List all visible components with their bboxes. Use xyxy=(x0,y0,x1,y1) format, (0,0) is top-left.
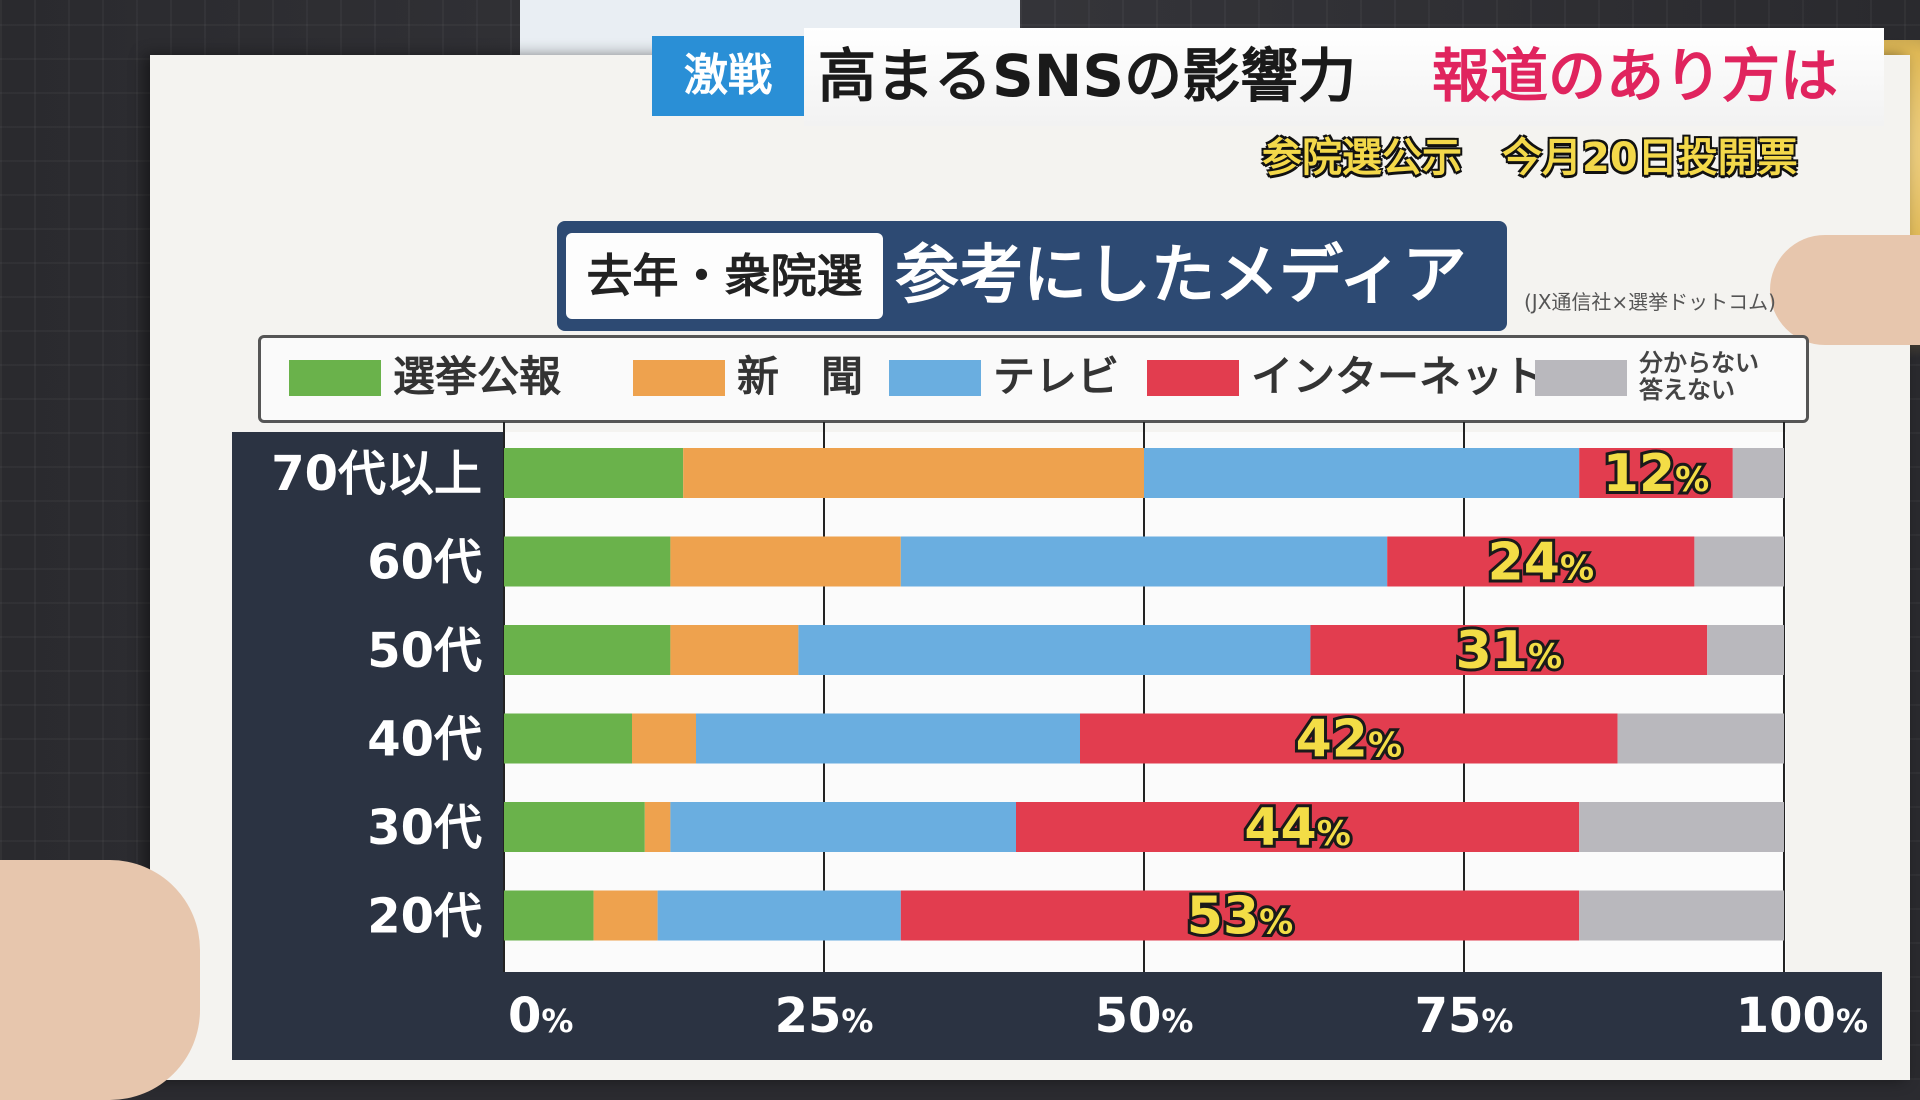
x-tick-suffix: % xyxy=(1481,1002,1513,1040)
data-label-suffix: % xyxy=(1528,637,1562,677)
chart-legend: 選挙公報 新 聞 テレビ インターネット 分からない 答えない xyxy=(258,335,1809,423)
legend-swatch xyxy=(1147,360,1239,396)
category-label: 50代 xyxy=(367,623,482,679)
bar-segment xyxy=(1579,448,1733,498)
bar-segment xyxy=(1387,536,1695,587)
legend-label: 新 聞 xyxy=(737,352,864,401)
chart-title-tag: 去年・衆院選 xyxy=(566,233,883,319)
topic-badge: 激戦 xyxy=(652,36,804,116)
data-label-suffix: % xyxy=(1259,903,1293,943)
category-label: 40代 xyxy=(367,712,482,768)
category-label: 70代以上 xyxy=(271,446,482,502)
bar-segment xyxy=(1579,890,1784,941)
bar-segment xyxy=(644,802,671,852)
legend-label: 選挙公報 xyxy=(393,352,562,401)
headline-accent: 報道のあり方は xyxy=(1432,42,1839,110)
bar-segment xyxy=(1707,625,1784,675)
legend-swatch xyxy=(289,360,381,396)
chart-title: 参考にしたメディア xyxy=(895,239,1467,313)
bar-segment xyxy=(1732,448,1784,498)
bar-segment xyxy=(696,713,1080,764)
bar-segment xyxy=(683,448,1144,498)
presenter-hand-right xyxy=(1770,235,1920,345)
bar-segment xyxy=(1016,802,1580,852)
bar-segment xyxy=(798,625,1311,675)
presenter-hand-left xyxy=(0,860,200,1100)
data-label-suffix: % xyxy=(1317,814,1351,854)
legend-swatch xyxy=(889,360,981,396)
bar-segment xyxy=(670,802,1016,852)
bar-segment xyxy=(657,890,901,941)
bar-segment xyxy=(504,448,684,498)
x-tick-suffix: % xyxy=(1161,1002,1193,1040)
legend-swatch xyxy=(1535,360,1627,396)
bar-segment xyxy=(1694,536,1784,587)
bar-segment xyxy=(1080,713,1618,764)
x-tick-suffix: % xyxy=(541,1002,573,1040)
bar-segment xyxy=(670,536,901,587)
category-label: 20代 xyxy=(367,889,482,945)
data-label: 53% xyxy=(1187,887,1293,947)
legend-swatch xyxy=(633,360,725,396)
bar-segment xyxy=(504,625,671,675)
category-label: 30代 xyxy=(367,800,482,856)
sub-caption: 参院選公示 今月20日投開票 xyxy=(1262,135,1798,181)
category-axis-panel xyxy=(232,432,504,1060)
bar-segment xyxy=(1310,625,1708,675)
bar-segment xyxy=(1144,448,1580,498)
bar-segment xyxy=(504,802,645,852)
legend-label: テレビ xyxy=(993,352,1120,401)
bar-segment xyxy=(504,536,671,587)
bar-segment xyxy=(900,536,1388,587)
bar-segment xyxy=(593,890,658,941)
bar-segment xyxy=(504,713,632,764)
data-label-suffix: % xyxy=(1560,549,1594,589)
bar-segment xyxy=(632,713,696,764)
x-tick-suffix: % xyxy=(841,1002,873,1040)
category-label: 60代 xyxy=(367,535,482,591)
legend-label: 分からない 答えない xyxy=(1639,349,1759,404)
bar-segment xyxy=(1617,713,1784,764)
value-axis-panel xyxy=(232,972,1882,1060)
data-label-suffix: % xyxy=(1368,726,1402,766)
data-label-suffix: % xyxy=(1675,460,1709,500)
bar-segment xyxy=(670,625,799,675)
chart-source: (JX通信社×選挙ドットコム) xyxy=(1524,290,1776,314)
headline-bar xyxy=(804,28,1884,126)
legend-label: インターネット xyxy=(1251,352,1546,401)
bar-segment xyxy=(504,890,594,941)
bar-segment xyxy=(900,890,1580,941)
x-tick-suffix: % xyxy=(1836,1002,1868,1040)
bar-segment xyxy=(1579,802,1784,852)
headline-title: 高まるSNSの影響力 xyxy=(818,42,1357,110)
